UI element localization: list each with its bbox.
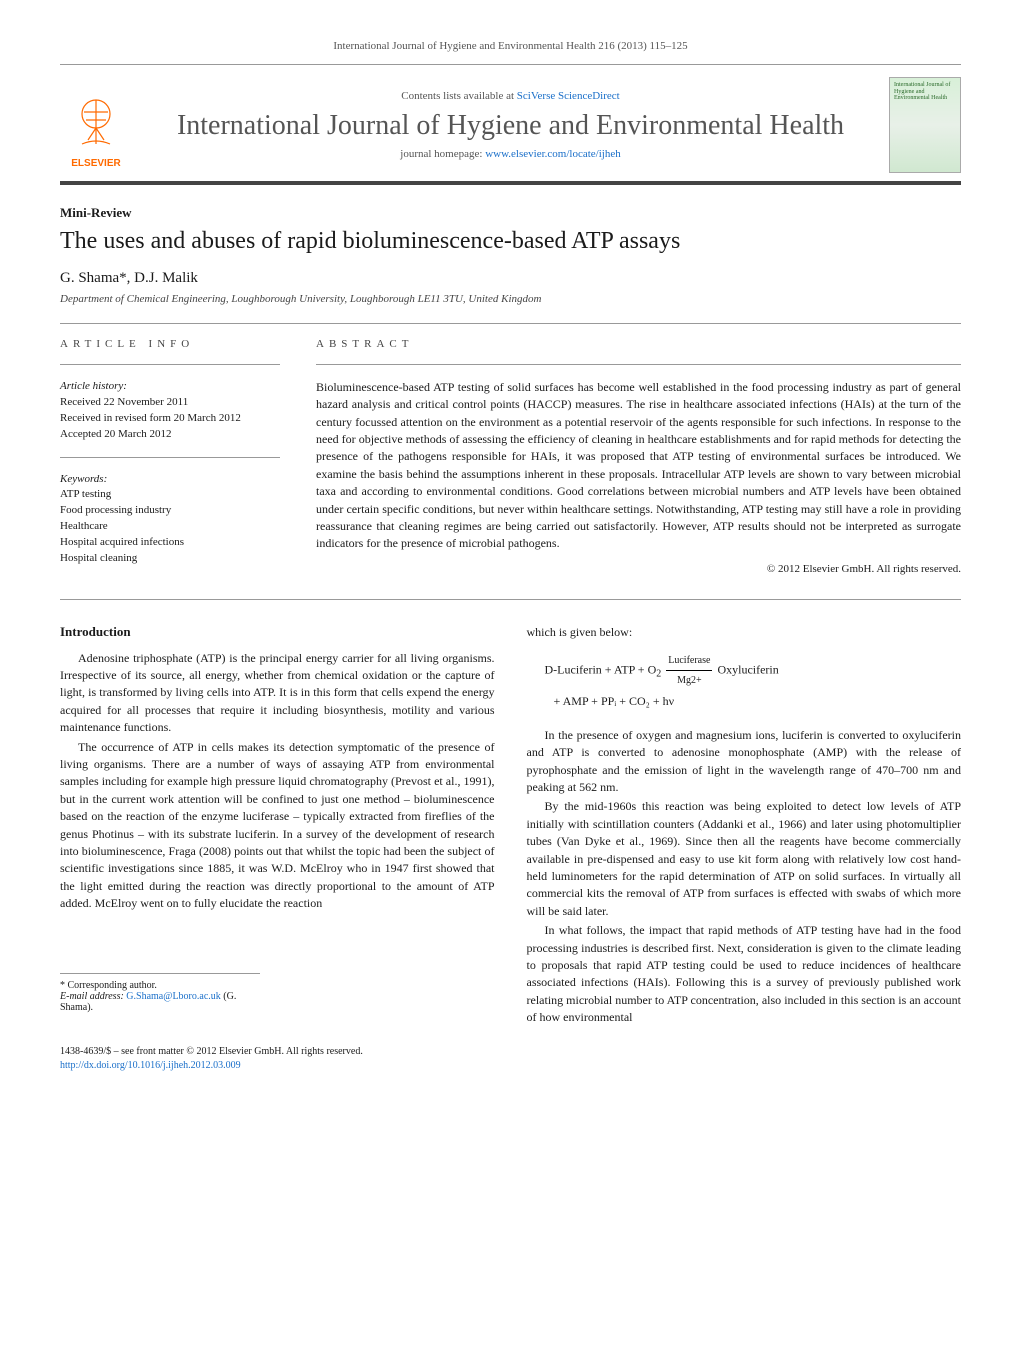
body-paragraph: which is given below: <box>527 624 962 641</box>
homepage-prefix: journal homepage: <box>400 148 485 160</box>
keyword: Hospital cleaning <box>60 551 280 567</box>
article-info-column: article info Article history: Received 2… <box>60 338 280 575</box>
arrow-bottom-label: Mg2+ <box>666 671 712 690</box>
authors: G. Shama*, D.J. Malik <box>60 270 961 287</box>
journal-reference: International Journal of Hygiene and Env… <box>60 40 961 52</box>
body-columns: Introduction Adenosine triphosphate (ATP… <box>60 624 961 1029</box>
history-item: Received 22 November 2011 <box>60 395 280 411</box>
sciencedirect-link[interactable]: SciVerse ScienceDirect <box>517 90 620 102</box>
reaction-equation: D-Luciferin + ATP + O2 Luciferase Mg2+ O… <box>545 651 962 713</box>
issn-line: 1438-4639/$ – see front matter © 2012 El… <box>60 1045 961 1059</box>
introduction-heading: Introduction <box>60 624 495 640</box>
masthead: ELSEVIER Contents lists available at Sci… <box>60 64 961 185</box>
elsevier-logo: ELSEVIER <box>60 81 132 169</box>
meta-abstract-row: article info Article history: Received 2… <box>60 338 961 575</box>
abstract-column: abstract Bioluminescence-based ATP testi… <box>316 338 961 575</box>
divider <box>60 457 280 458</box>
masthead-center: Contents lists available at SciVerse Sci… <box>152 90 869 160</box>
journal-title: International Journal of Hygiene and Env… <box>152 110 869 142</box>
corresponding-email[interactable]: G.Shama@Lboro.ac.uk <box>126 991 220 1002</box>
divider <box>60 599 961 600</box>
reaction-arrow: Luciferase Mg2+ <box>666 651 712 690</box>
corresponding-label: * Corresponding author. <box>60 980 260 991</box>
homepage-link[interactable]: www.elsevier.com/locate/ijheh <box>485 148 621 160</box>
eq-line2: + AMP + PPᵢ + CO₂ + hν <box>554 694 675 708</box>
history-item: Accepted 20 March 2012 <box>60 427 280 443</box>
abstract-copyright: © 2012 Elsevier GmbH. All rights reserve… <box>316 563 961 575</box>
keyword: Healthcare <box>60 519 280 535</box>
contents-available-line: Contents lists available at SciVerse Sci… <box>152 90 869 102</box>
elsevier-label: ELSEVIER <box>71 158 120 169</box>
corresponding-author: * Corresponding author. E-mail address: … <box>60 973 260 1013</box>
doi-link[interactable]: http://dx.doi.org/10.1016/j.ijheh.2012.0… <box>60 1059 961 1073</box>
elsevier-tree-icon <box>66 94 126 154</box>
body-paragraph: Adenosine triphosphate (ATP) is the prin… <box>60 650 495 737</box>
body-paragraph: In the presence of oxygen and magnesium … <box>527 727 962 797</box>
footer-meta: 1438-4639/$ – see front matter © 2012 El… <box>60 1045 961 1073</box>
eq-subscript: 2 <box>656 669 661 680</box>
divider <box>316 364 961 365</box>
left-column: Introduction Adenosine triphosphate (ATP… <box>60 624 495 1029</box>
eq-reactants: D-Luciferin + ATP + O <box>545 662 657 676</box>
arrow-top-label: Luciferase <box>666 651 712 671</box>
body-paragraph: By the mid-1960s this reaction was being… <box>527 798 962 920</box>
email-label: E-mail address: <box>60 991 126 1002</box>
abstract-label: abstract <box>316 338 961 350</box>
abstract-text: Bioluminescence-based ATP testing of sol… <box>316 379 961 553</box>
keyword: Hospital acquired infections <box>60 535 280 551</box>
divider <box>60 364 280 365</box>
keywords-block: Keywords: ATP testing Food processing in… <box>60 472 280 568</box>
history-item: Received in revised form 20 March 2012 <box>60 411 280 427</box>
eq-product: Oxyluciferin <box>714 662 778 676</box>
keyword: ATP testing <box>60 487 280 503</box>
journal-homepage-line: journal homepage: www.elsevier.com/locat… <box>152 148 869 160</box>
article-info-label: article info <box>60 338 280 350</box>
right-column: which is given below: D-Luciferin + ATP … <box>527 624 962 1029</box>
article-history: Article history: Received 22 November 20… <box>60 379 280 443</box>
body-paragraph: In what follows, the impact that rapid m… <box>527 922 962 1026</box>
keyword: Food processing industry <box>60 503 280 519</box>
body-paragraph: The occurrence of ATP in cells makes its… <box>60 739 495 913</box>
divider <box>60 323 961 324</box>
article-title: The uses and abuses of rapid bioluminesc… <box>60 227 961 256</box>
article-type: Mini-Review <box>60 205 961 221</box>
history-head: Article history: <box>60 379 280 395</box>
keywords-head: Keywords: <box>60 472 280 488</box>
contents-prefix: Contents lists available at <box>401 90 516 102</box>
journal-cover-thumbnail: International Journal of Hygiene and Env… <box>889 77 961 173</box>
affiliation: Department of Chemical Engineering, Loug… <box>60 293 961 305</box>
